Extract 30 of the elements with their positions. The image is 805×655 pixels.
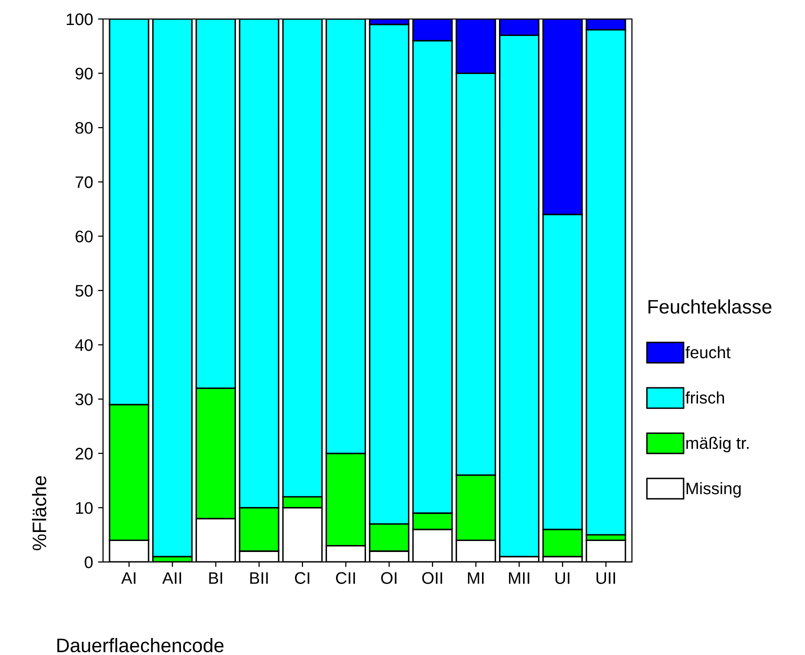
x-tick-label: UII bbox=[596, 572, 616, 584]
y-tick-label: 10 bbox=[76, 502, 93, 514]
x-tick-label: CI bbox=[294, 572, 310, 584]
x-tick-label: BI bbox=[209, 572, 222, 584]
y-tick-label: 100 bbox=[66, 13, 93, 26]
x-axis-title: Dauerflaechencode bbox=[57, 638, 224, 652]
y-tick-label: 40 bbox=[75, 339, 93, 351]
y-axis-title: %Fläche bbox=[32, 476, 46, 550]
legend-label: Missing bbox=[686, 482, 741, 498]
x-tick-label: OI bbox=[381, 572, 396, 584]
x-tick-label: AII bbox=[162, 572, 182, 584]
x-tick-label: MII bbox=[509, 572, 530, 584]
x-tick-label: OII bbox=[422, 572, 442, 584]
legend-label: mäßig tr. bbox=[686, 436, 749, 452]
legend-label: frisch bbox=[685, 391, 724, 404]
x-tick-label: CII bbox=[336, 572, 355, 584]
legend-label: feucht bbox=[685, 346, 731, 358]
y-tick-label: 90 bbox=[76, 68, 93, 80]
y-tick-label: 80 bbox=[76, 122, 93, 134]
y-tick-label: 30 bbox=[75, 393, 93, 406]
y-tick-label: 20 bbox=[76, 448, 93, 460]
y-tick-label: 60 bbox=[76, 230, 93, 242]
x-tick-label: BII bbox=[250, 572, 268, 584]
y-tick-label: 70 bbox=[76, 176, 93, 188]
legend-title: Feuchteklasse bbox=[648, 299, 772, 314]
y-tick-label: 50 bbox=[75, 284, 93, 297]
x-tick-label: AI bbox=[121, 572, 136, 584]
y-tick-label: 0 bbox=[84, 556, 93, 568]
x-tick-label: UI bbox=[556, 572, 570, 584]
x-tick-label: MI bbox=[468, 572, 484, 584]
